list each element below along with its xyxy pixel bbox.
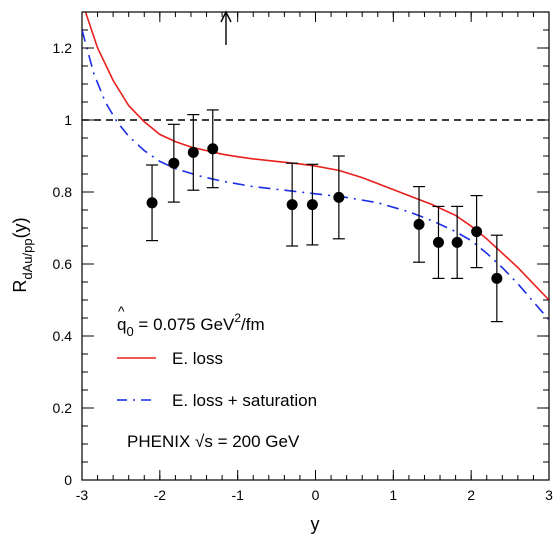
x-tick-label: -3 bbox=[76, 487, 89, 503]
y-tick-label: 0.8 bbox=[53, 184, 73, 200]
curves bbox=[82, 12, 549, 321]
curve-eloss-saturation bbox=[82, 29, 549, 321]
x-tick-label: 2 bbox=[467, 487, 475, 503]
qhat-unit: /fm bbox=[241, 315, 265, 334]
data-point bbox=[413, 218, 425, 230]
data-point bbox=[306, 199, 318, 211]
x-tick-label: 0 bbox=[312, 487, 320, 503]
qhat-annotation: q0 = 0.075 GeV2/fm bbox=[117, 311, 265, 339]
qhat-hat: ^ bbox=[118, 303, 125, 319]
x-tick-label: 1 bbox=[389, 487, 397, 503]
legend: E. loss E. loss + saturation bbox=[117, 349, 317, 410]
x-axis-title: y bbox=[311, 514, 320, 534]
phenix-annotation: PHENIX √s = 200 GeV bbox=[127, 432, 300, 451]
qhat-superscript: 2 bbox=[234, 311, 241, 325]
curve-eloss bbox=[84, 12, 549, 301]
y-axis-title: RdAu/pp(y) bbox=[10, 217, 35, 292]
x-tick-label: 3 bbox=[545, 487, 553, 503]
data-points bbox=[146, 109, 503, 323]
y-axis-title-sub: dAu/pp bbox=[20, 238, 35, 279]
data-point bbox=[187, 146, 199, 158]
data-point bbox=[333, 191, 345, 203]
data-point bbox=[207, 143, 219, 155]
y-axis-title-suffix: (y) bbox=[10, 217, 30, 238]
qhat-value: = 0.075 GeV bbox=[134, 315, 235, 334]
data-point bbox=[146, 197, 158, 209]
x-tick-label: -1 bbox=[231, 487, 244, 503]
y-tick-label: 0 bbox=[64, 472, 72, 488]
x-tick-label: -2 bbox=[154, 487, 167, 503]
y-tick-label: 0.6 bbox=[53, 256, 73, 272]
data-point bbox=[471, 226, 483, 238]
legend-label-saturation: E. loss + saturation bbox=[172, 391, 317, 410]
data-point bbox=[168, 157, 180, 169]
y-tick-label: 1 bbox=[64, 112, 72, 128]
y-tick-label: 1.2 bbox=[53, 40, 73, 56]
data-point bbox=[491, 272, 503, 284]
data-point bbox=[286, 199, 298, 211]
qhat-subscript: 0 bbox=[126, 324, 133, 339]
y-axis-title-main: R bbox=[10, 280, 30, 293]
qhat-symbol: q bbox=[117, 315, 126, 334]
data-point bbox=[432, 236, 444, 248]
legend-label-eloss: E. loss bbox=[172, 349, 223, 368]
y-tick-label: 0.2 bbox=[53, 400, 73, 416]
arrow-annotation bbox=[220, 10, 232, 45]
axis-ticks: -3 -2 -1 0 1 2 3 0 0.2 0.4 0.6 0.8 1 1.2 bbox=[53, 11, 553, 503]
data-point bbox=[451, 236, 463, 248]
arrow-head bbox=[220, 10, 232, 23]
y-tick-label: 0.4 bbox=[53, 328, 73, 344]
